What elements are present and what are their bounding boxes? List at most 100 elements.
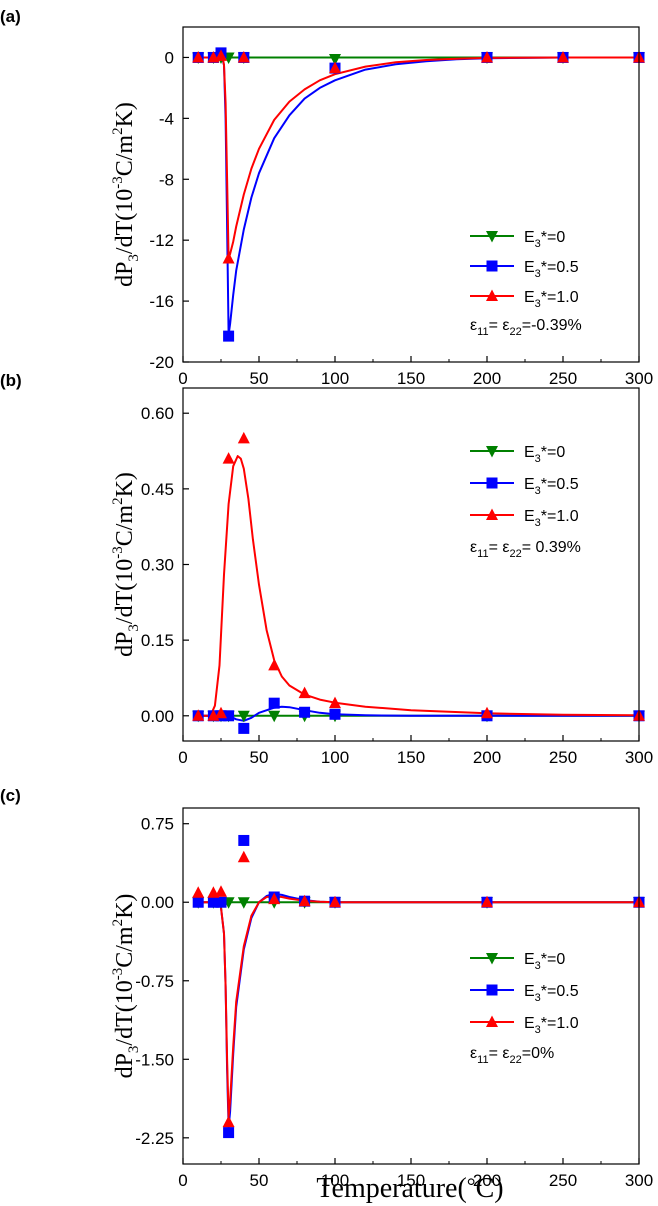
x-tick-label: 0 [178, 748, 187, 767]
legend-marker [486, 231, 498, 243]
y-tick-label: -16 [149, 292, 174, 311]
x-tick-label: 300 [625, 1171, 653, 1190]
legend-marker [486, 289, 498, 301]
y-tick-label: 0.30 [141, 556, 174, 575]
y-tick-label: -20 [149, 353, 174, 372]
data-point [237, 710, 250, 723]
plot-frame [182, 387, 640, 742]
x-tick-label: 100 [321, 748, 349, 767]
legend-marker [486, 1015, 498, 1027]
data-point [268, 710, 281, 723]
data-point [192, 50, 205, 63]
data-point [192, 886, 205, 898]
legend-entry: E3*=0.5 [524, 983, 579, 1004]
y-tick-label: 0.00 [141, 707, 174, 726]
series-line-1 [198, 892, 639, 1129]
data-point [222, 452, 235, 464]
strain-annotation: ε11= ε22=-0.39% [470, 317, 582, 338]
data-point [329, 53, 341, 66]
chart-panel-c: (c) 0 50 100 150 200 250 300 0.75 0.00 -0.75 -1.50 -… [0, 786, 653, 1190]
y-tick-label: -2.25 [135, 1129, 174, 1148]
panel-label: (c) [0, 786, 21, 805]
x-tick-label: 200 [473, 369, 501, 388]
legend-marker [486, 984, 498, 996]
chart-panel-a: (a) 0 50 100 150 200 250 300 0 -4 -8 -12 -16 -20 dP3/d… [0, 7, 653, 388]
x-tick-label: 250 [549, 1171, 577, 1190]
y-tick-label: 0.60 [141, 404, 174, 423]
y-axis-label: dP3/dT(10-3C/m2K) [110, 894, 142, 1079]
series-line-2 [198, 455, 639, 717]
legend-marker [486, 477, 498, 489]
y-axis-label: dP3/dT(10-3C/m2K) [110, 472, 142, 657]
legend-marker [486, 508, 498, 520]
data-point [298, 686, 311, 699]
y-axis-label: dP3/dT(10-3C/m2K) [110, 102, 142, 287]
x-tick-label: 200 [473, 748, 501, 767]
x-tick-label: 300 [625, 369, 653, 388]
x-tick-label: 50 [250, 1171, 269, 1190]
data-point [481, 895, 493, 908]
y-tick-label: -0.75 [135, 972, 174, 991]
data-point [329, 708, 341, 720]
data-point [481, 50, 493, 63]
data-point [192, 896, 204, 908]
data-point [207, 896, 219, 908]
legend: E3*=0 E3*=0.5 E3*=1.0 [470, 444, 579, 529]
x-tick-label: 50 [250, 748, 269, 767]
x-tick-label: 100 [321, 369, 349, 388]
y-tick-label: -4 [159, 109, 174, 128]
data-point [237, 850, 250, 863]
y-tick-label: -12 [149, 231, 174, 250]
legend-entry: E3*=0.5 [524, 259, 579, 280]
x-tick-label: 50 [250, 369, 269, 388]
data-point [215, 885, 227, 897]
legend-marker [486, 260, 498, 272]
x-tick-label: 250 [549, 748, 577, 767]
data-point [481, 706, 493, 719]
x-tick-label: 150 [397, 369, 425, 388]
data-point [222, 1115, 235, 1128]
strain-annotation: ε11= ε22=0% [470, 1045, 554, 1066]
data-point [329, 61, 341, 74]
data-point [222, 251, 235, 264]
data-point [268, 892, 281, 905]
series-markers-2 [192, 431, 645, 721]
panel-label: (a) [0, 7, 21, 26]
y-tick-label: -1.50 [135, 1050, 174, 1069]
x-axis-label: Temperature(°C) [316, 1173, 503, 1204]
data-point [298, 894, 311, 907]
series-markers-0 [192, 52, 645, 66]
series-line-1 [198, 705, 639, 722]
x-tick-label: 250 [549, 369, 577, 388]
data-point [299, 706, 311, 718]
x-tick-label: 0 [178, 369, 187, 388]
data-point [215, 896, 227, 908]
legend-entry: E3*=0.5 [524, 476, 579, 497]
legend-entry: E3*=1.0 [524, 508, 579, 529]
data-point [237, 897, 250, 909]
y-tick-label: 0 [165, 48, 174, 67]
data-point [238, 722, 250, 734]
series-markers-2 [192, 49, 645, 264]
x-tick-label: 0 [178, 1171, 187, 1190]
x-tick-label: 300 [625, 748, 653, 767]
data-point [268, 697, 280, 709]
legend-entry: E3*=0 [524, 951, 565, 972]
y-tick-label: 0.75 [141, 815, 174, 834]
series-markers-2 [192, 850, 645, 1128]
x-tick-label: 150 [397, 748, 425, 767]
data-point [223, 330, 235, 342]
data-point [237, 431, 250, 444]
x-tick-label: 100 [321, 1171, 349, 1190]
x-tick-label: 200 [473, 1171, 501, 1190]
data-point [329, 696, 341, 709]
data-point [237, 50, 250, 63]
y-tick-label: 0.45 [141, 480, 174, 499]
data-point [215, 49, 227, 61]
y-tick-label: 0.00 [141, 893, 174, 912]
legend-marker [486, 446, 498, 458]
data-point [192, 709, 205, 721]
data-point [557, 50, 569, 63]
legend: E3*=0 E3*=0.5 E3*=1.0 [470, 951, 579, 1036]
series-line-2 [198, 895, 639, 1118]
